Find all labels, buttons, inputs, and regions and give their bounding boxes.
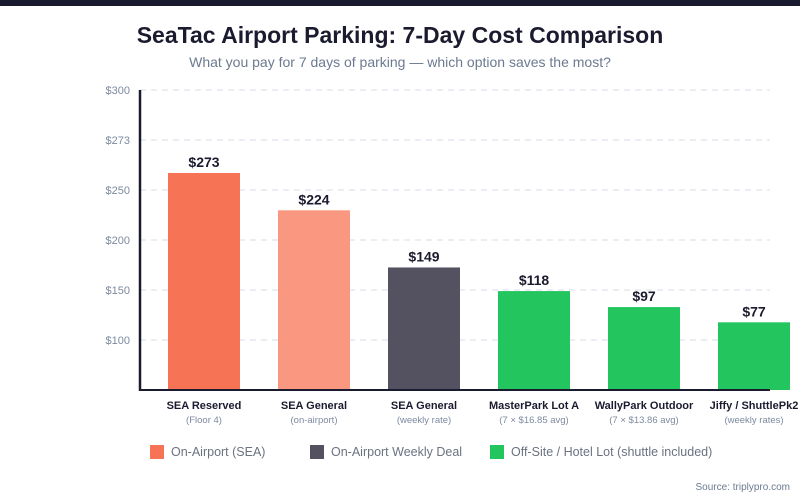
legend-item-on-airport: On-Airport (SEA) [150, 445, 265, 459]
bar [498, 291, 570, 390]
x-tick-sublabel: (on-airport) [291, 415, 338, 426]
bar-chart: $300 $273 $250 $200 $150 $100 $273 SEA Reserved… [106, 85, 799, 426]
data-label: $273 [188, 154, 219, 170]
bar [718, 322, 790, 390]
bar [278, 210, 350, 390]
source-note: Source: triplypro.com [695, 482, 790, 493]
legend-swatch [490, 445, 504, 459]
bar [388, 267, 460, 390]
x-tick-sublabel: (weekly rates) [724, 415, 783, 426]
y-tick-label: $300 [106, 85, 130, 97]
y-tick-label: $150 [106, 285, 130, 297]
legend-item-weekly-deal: On-Airport Weekly Deal [310, 445, 462, 459]
bar [168, 172, 240, 390]
x-tick-label: SEA General [281, 400, 347, 412]
x-tick-label: Jiffy / ShuttlePk2 [710, 400, 799, 412]
x-tick-label: SEA Reserved [167, 400, 242, 412]
legend-label: Off-Site / Hotel Lot (shuttle included) [511, 445, 713, 459]
x-tick-label: MasterPark Lot A [489, 400, 579, 412]
legend-item-offsite: Off-Site / Hotel Lot (shuttle included) [490, 445, 712, 459]
y-tick-label: $200 [106, 235, 130, 247]
y-tick-label: $250 [106, 185, 130, 197]
chart-subtitle: What you pay for 7 days of parking — whi… [189, 54, 611, 70]
x-tick-label: SEA General [391, 400, 457, 412]
data-label: $118 [519, 272, 550, 288]
x-tick-sublabel: (Floor 4) [186, 415, 222, 426]
data-label: $149 [408, 248, 439, 264]
chart-title: SeaTac Airport Parking: 7-Day Cost Compa… [136, 22, 664, 48]
y-tick-label: $273 [106, 135, 130, 147]
legend: On-Airport (SEA) On-Airport Weekly Deal … [0, 445, 800, 461]
legend-label: On-Airport (SEA) [171, 445, 266, 459]
legend-label: On-Airport Weekly Deal [331, 445, 463, 459]
data-label: $77 [742, 303, 766, 319]
legend-swatch [310, 445, 324, 459]
top-bar [0, 0, 800, 6]
x-tick-sublabel: (weekly rate) [397, 415, 451, 426]
data-label: $224 [298, 191, 329, 207]
legend-swatch [150, 445, 164, 459]
x-tick-sublabel: (7 × $13.86 avg) [609, 415, 678, 426]
bar [608, 307, 680, 390]
x-tick-sublabel: (7 × $16.85 avg) [499, 415, 568, 426]
data-label: $97 [632, 288, 656, 304]
x-tick-label: WallyPark Outdoor [595, 400, 694, 412]
y-tick-label: $100 [106, 335, 130, 347]
